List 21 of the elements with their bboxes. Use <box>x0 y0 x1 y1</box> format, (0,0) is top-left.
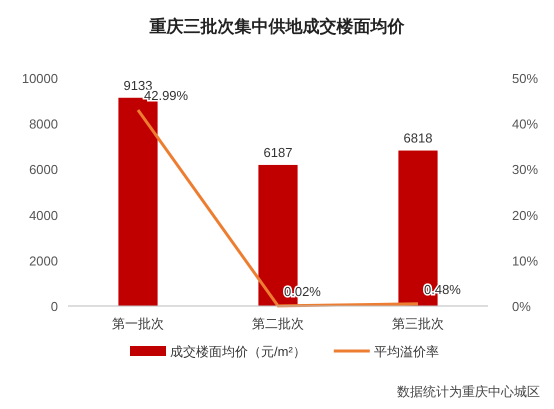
y2-tick-label: 0% <box>512 299 532 314</box>
y-tick-label: 8000 <box>29 116 58 132</box>
y-tick-label: 2000 <box>29 253 58 268</box>
y2-tick-label: 40% <box>512 116 538 132</box>
text: 数据统计为重庆中心城区 <box>397 384 540 399</box>
y-tick-label: 0 <box>50 299 58 314</box>
y2-tick-label: 50% <box>512 71 538 86</box>
y2-tick-label: 10% <box>512 253 538 268</box>
x-tick-label: 第一批次 <box>112 316 164 331</box>
x-tick-label: 第二批次 <box>252 316 304 331</box>
y2-tick-label: 20% <box>512 208 538 223</box>
legend-label: 成交楼面均价（元/m²） <box>170 344 306 359</box>
chart-title: 重庆三批次集中供地成交楼面均价 <box>148 17 406 36</box>
data-label: 6818 <box>404 130 432 146</box>
x-tick-label: 第三批次 <box>392 316 444 331</box>
data-label: 6187 <box>264 144 292 160</box>
y2-tick-label: 30% <box>512 162 538 178</box>
y-tick-label: 4000 <box>29 208 58 223</box>
legend-label: 平均溢价率 <box>374 344 439 359</box>
y-tick-label: 10000 <box>22 71 58 86</box>
y-tick-label: 6000 <box>29 162 58 178</box>
